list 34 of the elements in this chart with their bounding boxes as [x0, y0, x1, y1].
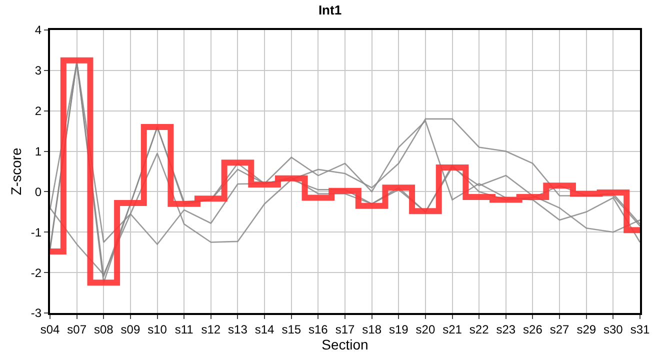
x-tick-label: s26 [523, 322, 543, 336]
y-tick-label: 2 [34, 104, 42, 118]
x-tick-label: s17 [335, 322, 355, 336]
x-tick-label: s14 [254, 322, 275, 336]
x-tick-label: s29 [576, 322, 596, 336]
y-tick-label: -2 [30, 266, 42, 280]
y-tick-label: -1 [30, 225, 42, 240]
x-tick-label: s27 [550, 322, 570, 336]
x-tick-label: s13 [228, 322, 248, 336]
y-tick-label: 1 [34, 144, 42, 158]
x-tick-label: s16 [308, 322, 328, 336]
x-tick-label: s08 [94, 322, 114, 336]
x-tick-label: s22 [469, 322, 490, 336]
x-tick-label: s23 [496, 322, 516, 336]
x-tick-label: s31 [630, 322, 650, 336]
x-tick-label: s07 [67, 322, 87, 336]
y-axis-title: Z-score [8, 148, 24, 196]
x-tick-label: s10 [148, 322, 168, 336]
y-tick-label: -3 [30, 306, 42, 320]
x-tick-label: s04 [40, 322, 60, 336]
y-tick-label: 0 [34, 184, 42, 199]
x-tick-label: s20 [416, 322, 436, 336]
x-tick-label: s30 [604, 322, 624, 336]
x-tick-label: s09 [120, 322, 140, 336]
x-tick-label: s11 [174, 322, 194, 336]
y-tick-label: 4 [34, 23, 42, 38]
x-tick-label: s19 [388, 322, 409, 336]
x-tick-label: s12 [201, 322, 221, 336]
x-tick-label: s21 [442, 322, 462, 336]
x-axis-title: Section [322, 336, 368, 352]
chart-title: Int1 [318, 2, 342, 18]
x-tick-label: s15 [282, 322, 302, 336]
x-tick-label: s18 [362, 322, 382, 336]
y-tick-label: 3 [34, 64, 42, 78]
